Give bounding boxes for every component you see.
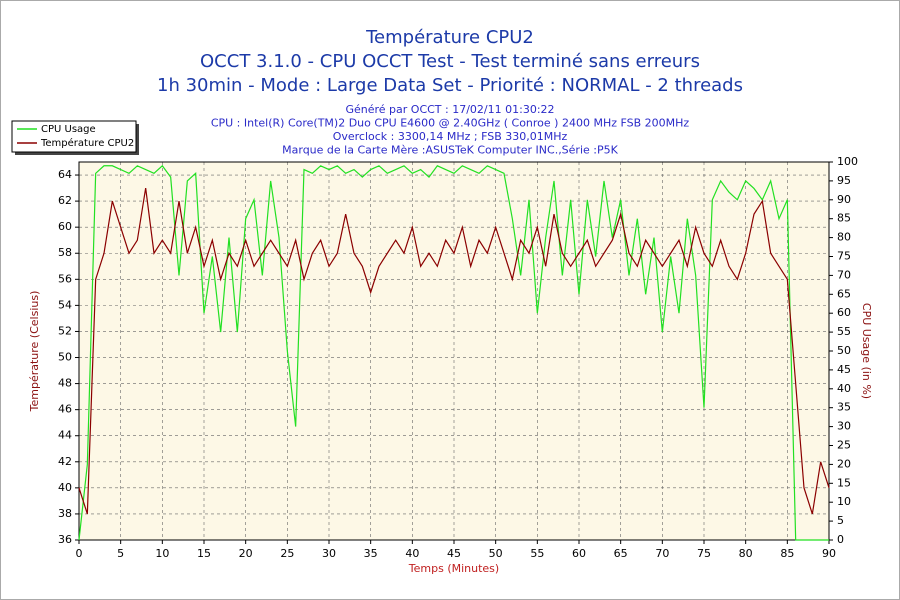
x-tick-label: 10	[155, 547, 169, 560]
y2-tick-label: 95	[837, 174, 851, 187]
x-tick-label: 55	[530, 547, 544, 560]
x-tick-label: 75	[697, 547, 711, 560]
y2-tick-label: 55	[837, 325, 851, 338]
chart-title: OCCT 3.1.0 - CPU OCCT Test - Test termin…	[200, 51, 700, 72]
y2-tick-label: 10	[837, 495, 851, 508]
x-axis-label: Temps (Minutes)	[408, 562, 499, 575]
y-tick-label: 44	[58, 429, 72, 442]
y-tick-label: 52	[58, 324, 72, 337]
y-tick-label: 48	[58, 377, 72, 390]
y2-tick-label: 5	[837, 514, 844, 527]
y2-tick-label: 40	[837, 382, 851, 395]
plot-border	[78, 161, 830, 541]
y2-tick-label: 50	[837, 344, 851, 357]
chart-info: Marque de la Carte Mère :ASUSTeK Compute…	[282, 144, 618, 157]
y-tick-label: 58	[58, 246, 72, 259]
y2-tick-label: 60	[837, 306, 851, 319]
y2-tick-label: 30	[837, 420, 851, 433]
y2-tick-label: 35	[837, 401, 851, 414]
y2-tick-label: 70	[837, 268, 851, 281]
y2-tick-label: 0	[837, 533, 844, 546]
chart-info: Overclock : 3300,14 MHz ; FSB 330,01MHz	[333, 130, 568, 143]
x-tick-label: 5	[117, 547, 124, 560]
series-line	[78, 187, 830, 515]
y2-tick-label: 45	[837, 363, 851, 376]
x-tick-label: 25	[280, 547, 294, 560]
chart-title: Température CPU2	[365, 27, 534, 48]
y2-tick-label: 80	[837, 231, 851, 244]
x-tick-label: 35	[364, 547, 378, 560]
y-tick-label: 40	[58, 481, 72, 494]
chart-info: Généré par OCCT : 17/02/11 01:30:22	[345, 103, 554, 116]
x-tick-label: 60	[572, 547, 586, 560]
x-tick-label: 65	[614, 547, 628, 560]
x-tick-label: 0	[76, 547, 83, 560]
y-tick-label: 64	[58, 168, 72, 181]
x-tick-label: 30	[322, 547, 336, 560]
y2-tick-label: 25	[837, 439, 851, 452]
x-tick-label: 70	[655, 547, 669, 560]
x-tick-label: 50	[489, 547, 503, 560]
x-tick-label: 15	[197, 547, 211, 560]
y-axis-label: Température (Celsius)	[28, 291, 41, 413]
y2-tick-label: 20	[837, 457, 851, 470]
y2-tick-label: 75	[837, 250, 851, 263]
y2-axis-label: CPU Usage (in %)	[860, 303, 873, 399]
y-tick-label: 36	[58, 533, 72, 546]
chart-info: CPU : Intel(R) Core(TM)2 Duo CPU E4600 @…	[211, 117, 690, 130]
legend-label: CPU Usage	[41, 124, 96, 135]
y-tick-label: 60	[58, 220, 72, 233]
x-tick-label: 85	[780, 547, 794, 560]
x-tick-label: 45	[447, 547, 461, 560]
legend-label: Température CPU2	[40, 137, 134, 149]
x-tick-label: 80	[739, 547, 753, 560]
y2-tick-label: 15	[837, 476, 851, 489]
y-tick-label: 62	[58, 194, 72, 207]
y-tick-label: 42	[58, 455, 72, 468]
y2-tick-label: 65	[837, 287, 851, 300]
y-tick-label: 56	[58, 272, 72, 285]
y2-tick-label: 90	[837, 193, 851, 206]
x-tick-label: 40	[405, 547, 419, 560]
series-line	[78, 164, 829, 541]
x-tick-label: 20	[239, 547, 253, 560]
y-tick-label: 54	[58, 298, 72, 311]
x-tick-label: 90	[822, 547, 836, 560]
y2-tick-label: 85	[837, 212, 851, 225]
y-tick-label: 46	[58, 403, 72, 416]
y-tick-label: 38	[58, 507, 72, 520]
chart-title: 1h 30min - Mode : Large Data Set - Prior…	[157, 75, 743, 96]
y2-tick-label: 100	[837, 155, 858, 168]
y-tick-label: 50	[58, 351, 72, 364]
legend-box	[11, 120, 137, 153]
